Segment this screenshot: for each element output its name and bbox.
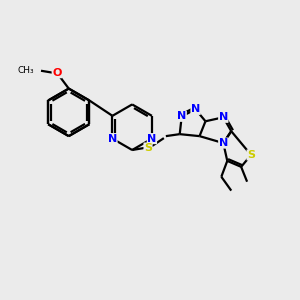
Text: N: N <box>147 134 157 144</box>
Text: N: N <box>219 112 228 122</box>
Text: N: N <box>191 104 200 114</box>
Text: N: N <box>108 134 117 144</box>
Text: S: S <box>144 143 152 153</box>
Text: N: N <box>219 138 228 148</box>
Text: CH₃: CH₃ <box>17 66 34 75</box>
Text: N: N <box>177 111 186 121</box>
Text: O: O <box>52 68 62 78</box>
Text: S: S <box>247 150 255 160</box>
